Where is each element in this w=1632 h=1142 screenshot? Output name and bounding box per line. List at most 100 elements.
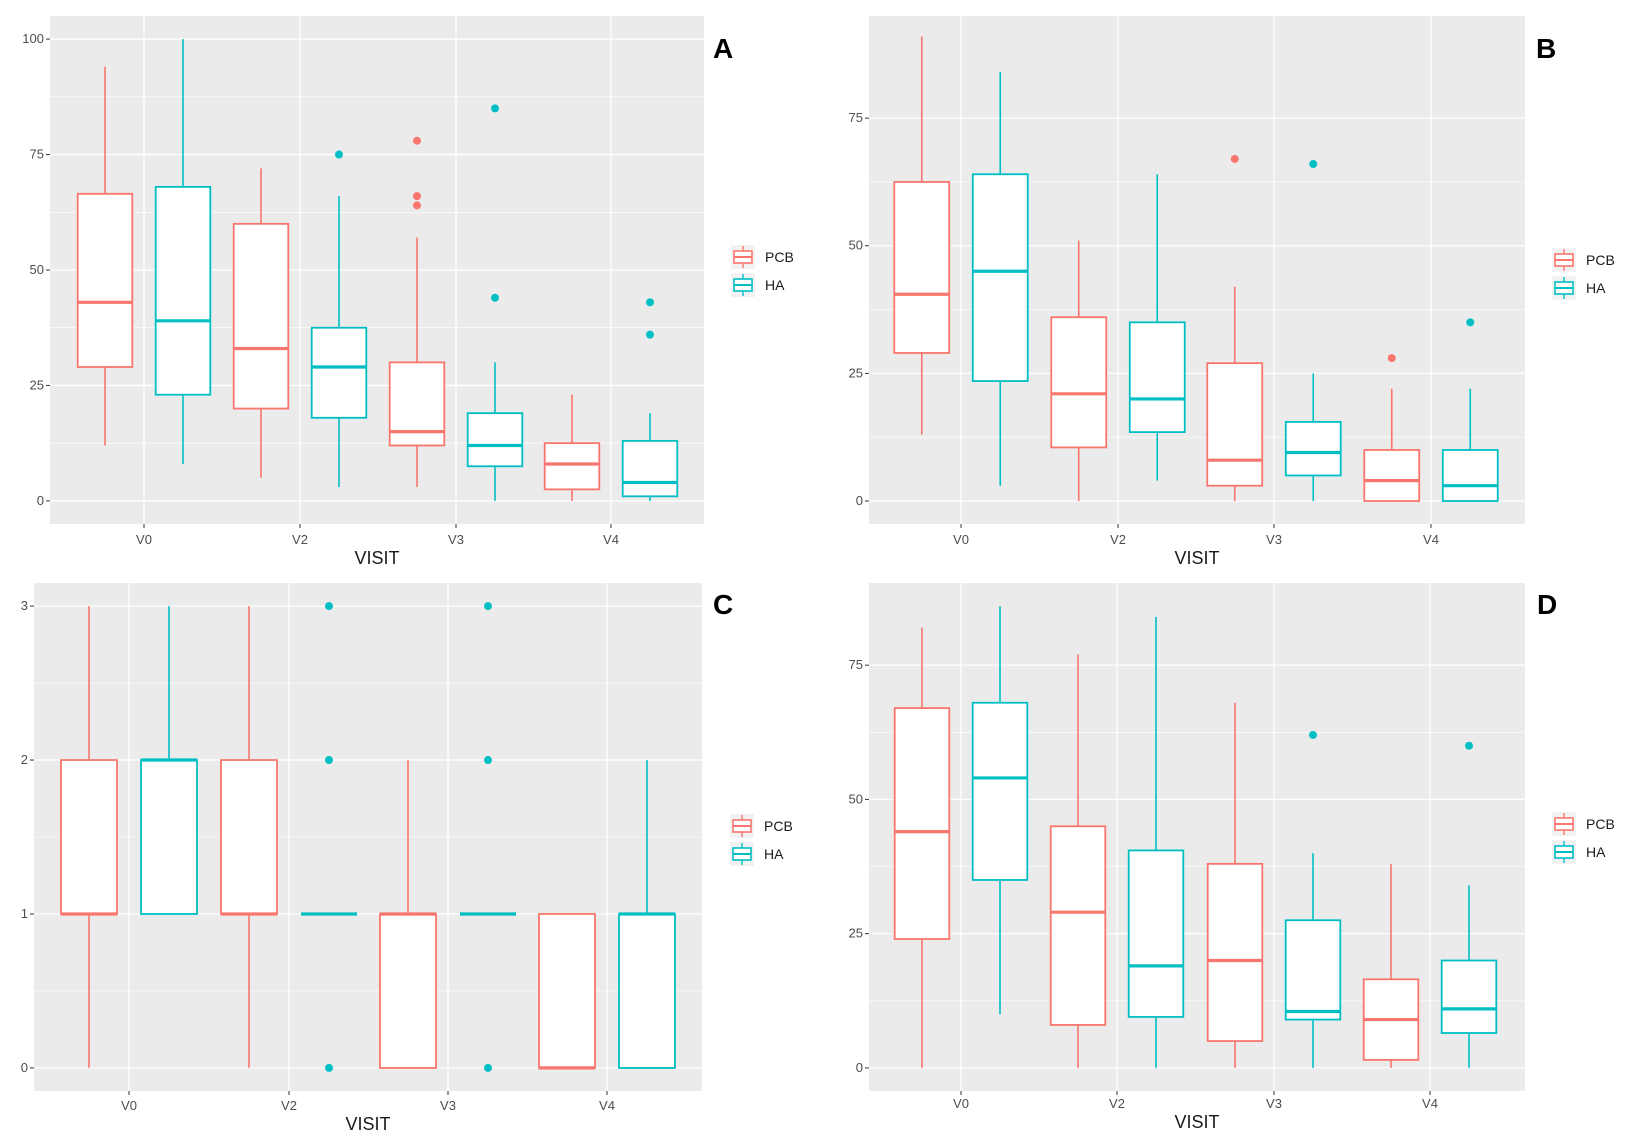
box-iqr [971, 173, 1029, 382]
y-tick-label: 0 [21, 1060, 28, 1075]
y-tick-label: 75 [30, 147, 44, 162]
box-PCB-V3 [1206, 154, 1264, 502]
legend: PCB HA [730, 814, 793, 866]
box-HA-V3 [1284, 160, 1342, 502]
outlier-point [1387, 354, 1396, 363]
x-axis-title: VISIT [345, 1114, 390, 1134]
y-tick-label: 0 [856, 1060, 863, 1075]
y-tick-label: 50 [30, 262, 44, 277]
legend: PCB HA [1552, 812, 1615, 864]
outlier-point [1309, 730, 1317, 739]
outlier-point [1309, 160, 1318, 169]
panel-letter: B [1536, 33, 1556, 64]
x-tick-label: V0 [136, 532, 152, 547]
panel-B: 0 25 50 75 V0 V2 V3 V4 VISIT B PCB HA [849, 16, 1615, 568]
y-tick-label: 2 [21, 752, 28, 767]
x-tick-label: V3 [1266, 532, 1282, 547]
legend-label-PCB: PCB [1586, 252, 1615, 268]
box-PCB-V0 [76, 66, 134, 446]
legend-key-PCB [1552, 248, 1576, 272]
box-HA-V4 [1441, 318, 1499, 502]
box-iqr [621, 439, 679, 498]
box-PCB-V0 [60, 606, 118, 1068]
legend-key-PCB [731, 245, 755, 269]
legend-key-HA [1552, 276, 1576, 300]
box-iqr [140, 759, 198, 915]
legend: PCB HA [731, 245, 794, 297]
box-PCB-V0 [893, 36, 951, 435]
legend-label-HA: HA [764, 846, 784, 862]
box-PCB-V4 [1363, 354, 1421, 502]
y-tick-label: 3 [21, 598, 28, 613]
outlier-point [484, 1063, 492, 1072]
box-HA-V2 [310, 150, 368, 488]
x-tick-label: V0 [953, 1096, 969, 1111]
legend-key-PCB [730, 814, 754, 838]
box-iqr [1206, 862, 1264, 1042]
box-PCB-V2 [220, 606, 278, 1068]
outlier-point [484, 756, 492, 765]
outlier-point [413, 136, 421, 145]
x-tick-label: V4 [1423, 532, 1439, 547]
panel-background [869, 583, 1525, 1091]
legend-key-HA [731, 273, 755, 297]
outlier-point [325, 1063, 333, 1072]
box-iqr [232, 222, 290, 410]
box-HA-V0 [971, 606, 1029, 1015]
box-iqr [310, 326, 368, 419]
x-axis-title: VISIT [1174, 548, 1219, 568]
panel-background [869, 16, 1525, 524]
box-PCB-V2 [232, 168, 290, 478]
outlier-point [1465, 741, 1473, 750]
outlier-point [646, 330, 654, 339]
box-PCB-V3 [388, 136, 446, 488]
x-tick-label: V2 [292, 532, 308, 547]
y-tick-label: 0 [37, 493, 44, 508]
box-HA-V3 [460, 602, 516, 1072]
box-iqr [466, 412, 524, 468]
x-tick-label: V4 [599, 1098, 615, 1113]
legend-label-HA: HA [1586, 280, 1606, 296]
box-iqr [893, 707, 951, 940]
y-tick-label: 75 [849, 110, 863, 125]
box-iqr [1440, 959, 1498, 1034]
box-iqr [1049, 825, 1107, 1026]
box-iqr [1206, 362, 1264, 487]
legend-label-HA: HA [1586, 844, 1606, 860]
box-HA-V0 [971, 72, 1029, 486]
y-tick-label: 50 [849, 791, 863, 806]
box-PCB-V2 [1049, 654, 1107, 1068]
x-tick-label: V3 [440, 1098, 456, 1113]
x-axis-title: VISIT [1174, 1112, 1219, 1132]
outlier-point [1230, 154, 1239, 163]
box-HA-V3 [1284, 730, 1342, 1068]
x-tick-label: V3 [448, 532, 464, 547]
box-iqr [1441, 449, 1499, 502]
box-iqr [60, 759, 118, 915]
box-iqr [1127, 849, 1185, 1018]
outlier-point [491, 104, 499, 113]
x-tick-label: V2 [281, 1098, 297, 1113]
panel-letter: C [713, 589, 733, 620]
outlier-point [325, 756, 333, 765]
box-iqr [971, 701, 1029, 881]
box-PCB-V4 [543, 394, 601, 501]
legend-key-PCB [1552, 812, 1576, 836]
box-iqr [1284, 919, 1342, 1021]
y-tick-label: 25 [849, 926, 863, 941]
box-iqr [154, 185, 212, 396]
box-HA-V2 [1128, 174, 1186, 481]
box-PCB-V4 [1362, 863, 1420, 1068]
outlier-point [413, 192, 421, 201]
legend-key-HA [1552, 840, 1576, 864]
box-HA-V4 [1440, 741, 1498, 1068]
box-iqr [1363, 449, 1421, 502]
x-tick-label: V3 [1266, 1096, 1282, 1111]
box-PCB-V0 [893, 627, 951, 1068]
box-HA-V2 [301, 602, 357, 1072]
outlier-point [325, 602, 333, 611]
box-HA-V4 [621, 298, 679, 501]
x-tick-label: V4 [1422, 1096, 1438, 1111]
x-tick-label: V4 [603, 532, 619, 547]
